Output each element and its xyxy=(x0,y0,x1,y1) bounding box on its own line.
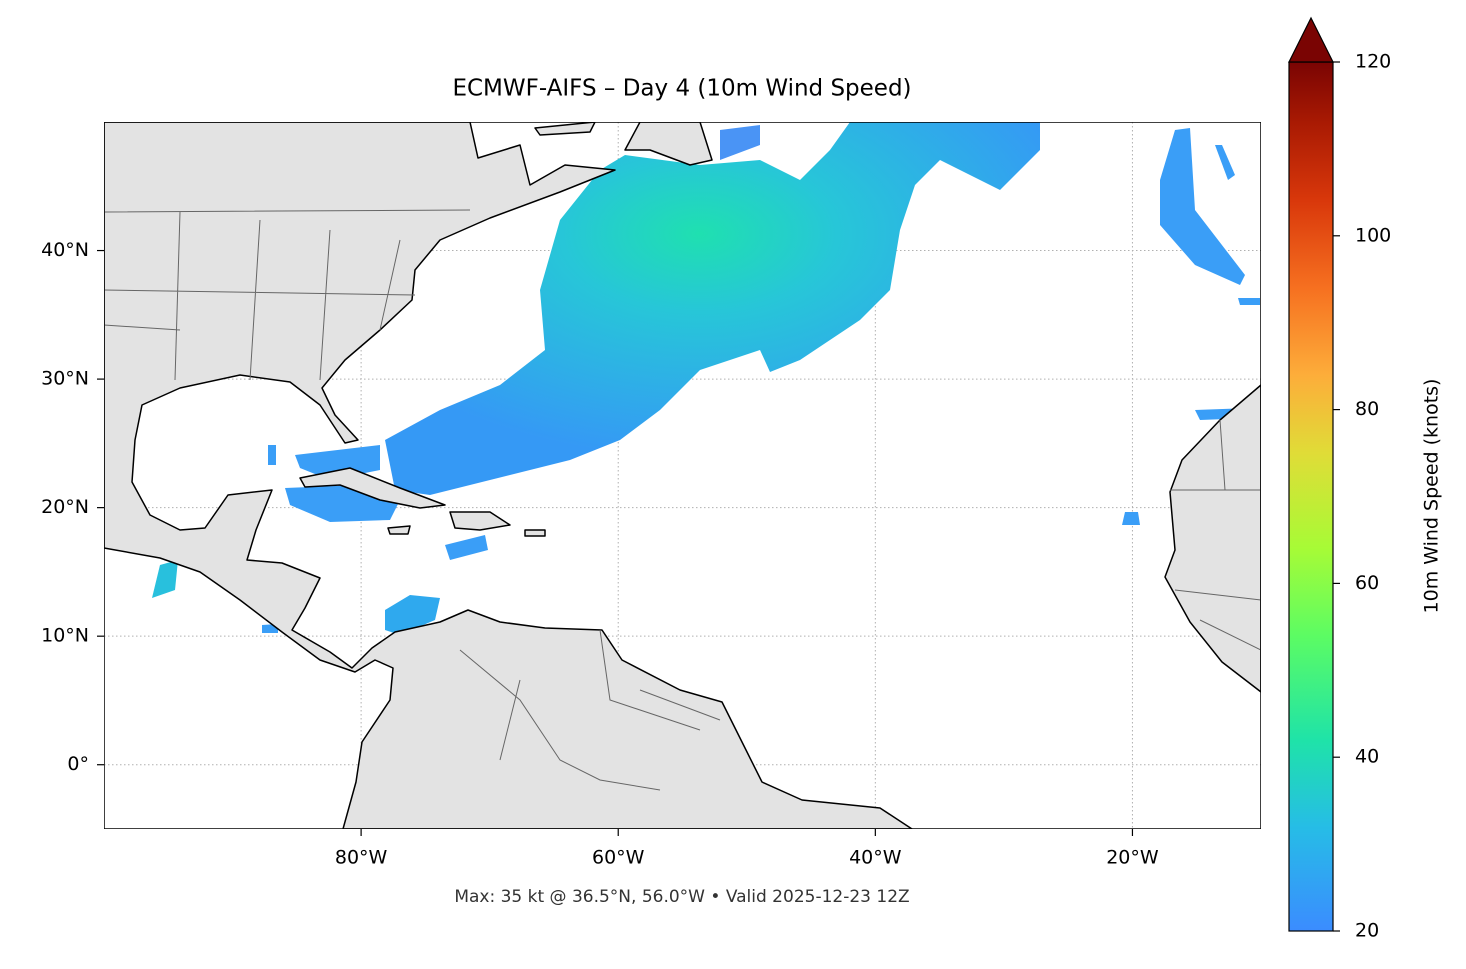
wind-field xyxy=(385,595,440,635)
x-tick-label: 80°W xyxy=(335,847,388,869)
wind-field xyxy=(385,122,1040,495)
land-hispaniola xyxy=(449,511,511,531)
axes: 80°W 60°W 40°W 20°W 0° 10°N 20°N 30°N 40°N xyxy=(41,239,1159,868)
wind-field xyxy=(445,535,488,560)
colorbar-tick-label: 20 xyxy=(1355,920,1379,942)
wind-field xyxy=(1215,145,1235,180)
colorbar-tick-label: 120 xyxy=(1355,51,1391,73)
colorbar-tick-label: 60 xyxy=(1355,572,1379,594)
x-tick-label: 20°W xyxy=(1106,847,1159,869)
y-tick-label: 30°N xyxy=(41,368,89,390)
wind-field xyxy=(1160,128,1245,285)
y-tick-label: 10°N xyxy=(41,625,89,647)
x-tick-label: 60°W xyxy=(592,847,645,869)
land-cuba xyxy=(299,467,446,509)
land-north xyxy=(534,122,596,136)
y-tick-label: 0° xyxy=(67,753,89,775)
colorbar-ramp xyxy=(1288,61,1334,932)
colorbar: 10m Wind Speed (knots) 20 40 60 80 100 120 xyxy=(1288,16,1443,942)
land-puerto-rico xyxy=(524,529,546,537)
footnote: Max: 35 kt @ 36.5°N, 56.0°W • Valid 2025… xyxy=(454,887,909,907)
wind-field xyxy=(1238,298,1260,305)
land-africa xyxy=(1164,384,1261,693)
colorbar-tick-label: 80 xyxy=(1355,398,1379,420)
map-area xyxy=(104,122,1261,829)
wind-field xyxy=(720,125,760,160)
y-tick-label: 20°N xyxy=(41,496,89,518)
wind-field xyxy=(152,560,178,598)
colorbar-ticks: 20 40 60 80 100 120 xyxy=(1333,51,1391,942)
colorbar-label: 10m Wind Speed (knots) xyxy=(1421,379,1443,614)
wind-field xyxy=(1122,512,1140,525)
colorbar-tick-label: 100 xyxy=(1355,224,1391,246)
borders xyxy=(104,209,1261,791)
y-tick-label: 40°N xyxy=(41,239,89,261)
land-americas xyxy=(104,122,913,829)
x-tick-label: 40°W xyxy=(849,847,902,869)
land-jamaica xyxy=(387,525,411,535)
land-north xyxy=(624,122,713,166)
map-title: ECMWF-AIFS – Day 4 (10m Wind Speed) xyxy=(452,76,911,102)
colorbar-extend xyxy=(1288,16,1334,63)
colorbar-tick-label: 40 xyxy=(1355,746,1379,768)
wind-field xyxy=(268,445,276,465)
